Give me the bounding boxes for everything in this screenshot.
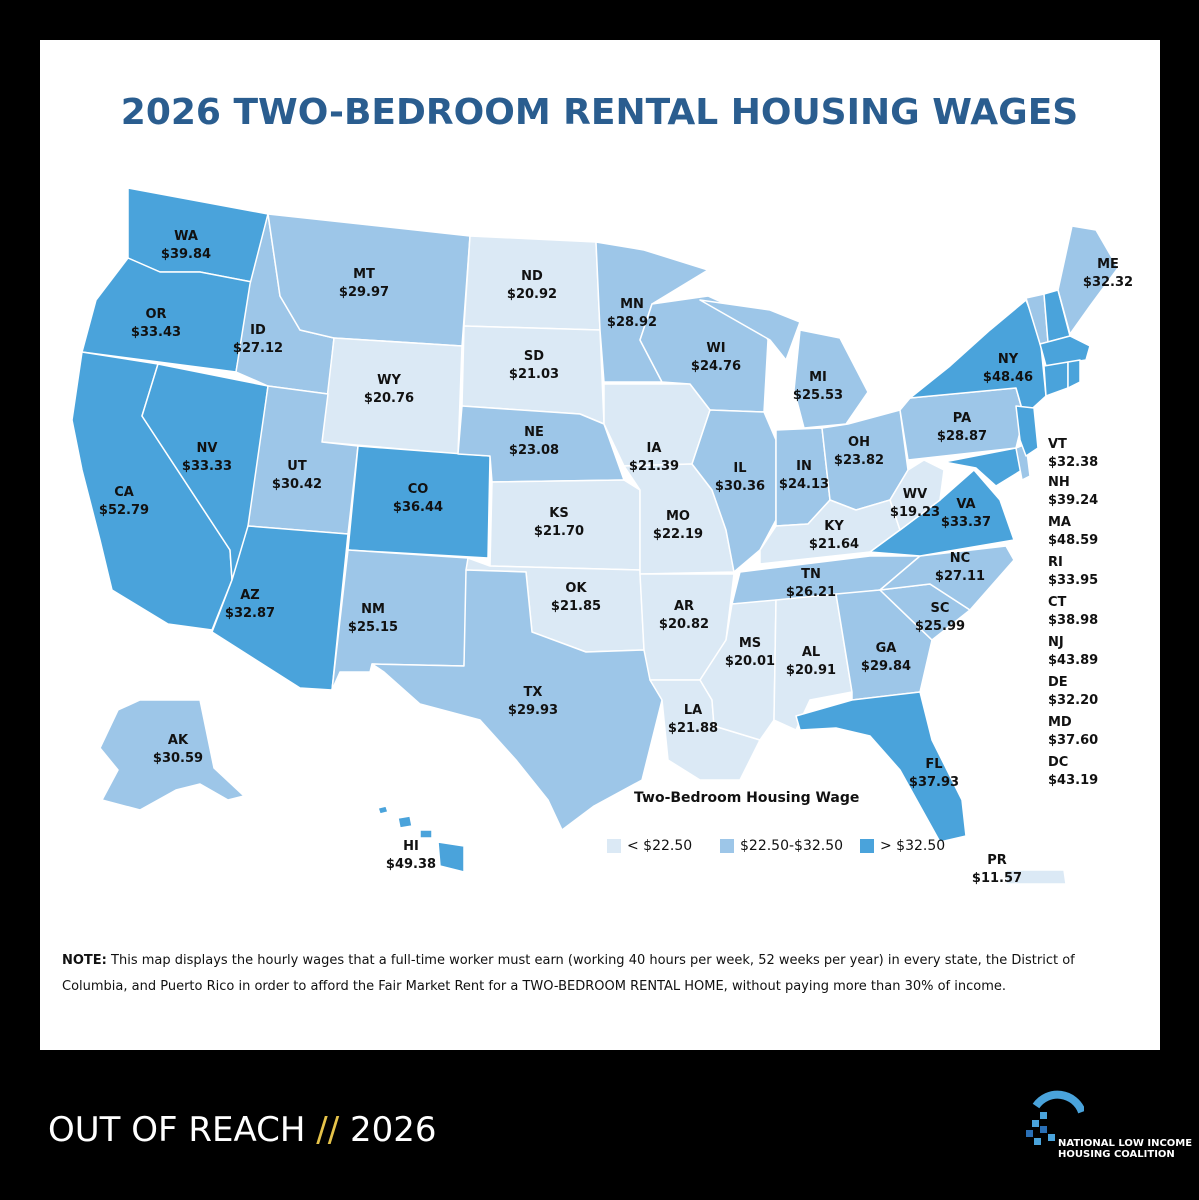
state-CO <box>347 445 491 559</box>
state-AK <box>99 699 245 811</box>
label-AK: AK $30.59 <box>152 733 204 766</box>
footer-title: OUT OF REACH // 2026 <box>48 1110 437 1150</box>
label-MI: MI $25.53 <box>792 370 844 403</box>
label-NC: NC $27.11 <box>934 551 986 584</box>
label-WI: WI $24.76 <box>690 341 742 374</box>
state-RI <box>1067 359 1081 389</box>
footer-year: 2026 <box>349 1110 437 1150</box>
label-UT: UT $30.42 <box>271 459 323 492</box>
state-AZ <box>211 525 349 691</box>
state-IL <box>691 409 777 573</box>
label-GA: GA $29.84 <box>860 641 912 674</box>
label-WV: WV $19.23 <box>889 487 941 520</box>
label-AR: AR $20.82 <box>658 599 710 632</box>
legend-item-low: < $22.50 <box>607 838 692 854</box>
label-NY: NY $48.46 <box>982 352 1034 385</box>
label-MN: MN $28.92 <box>606 297 658 330</box>
state-HI <box>377 805 465 873</box>
label-OR: OR $33.43 <box>130 307 182 340</box>
label-VA: VA $33.37 <box>940 497 992 530</box>
state-FL <box>795 691 967 843</box>
note-label: NOTE: <box>62 953 107 968</box>
map-title: 2026 TWO-BEDROOM RENTAL HOUSING WAGES <box>120 92 1079 133</box>
footer-left: OUT OF REACH <box>48 1110 306 1150</box>
legend-label-high: > $32.50 <box>880 838 946 854</box>
legend-swatch-low <box>607 839 621 853</box>
label-SD: SD $21.03 <box>508 349 560 382</box>
legend-title: Two-Bedroom Housing Wage <box>634 790 860 806</box>
label-IN: IN $24.13 <box>778 459 830 492</box>
state-CT <box>1043 361 1069 397</box>
legend-swatch-high <box>860 839 874 853</box>
state-TX <box>371 569 663 831</box>
label-WA: WA $39.84 <box>160 229 212 262</box>
label-NM: NM $25.15 <box>347 602 399 635</box>
state-MA <box>1039 335 1091 367</box>
label-MD: MD $37.60 <box>1048 715 1099 748</box>
legend-label-low: < $22.50 <box>627 838 693 854</box>
label-VT: VT $32.38 <box>1048 437 1099 470</box>
label-OH: OH $23.82 <box>833 435 885 468</box>
legend-swatch-mid <box>720 839 734 853</box>
label-CA: CA $52.79 <box>98 485 150 518</box>
label-ND: ND $20.92 <box>506 269 558 302</box>
label-IA: IA $21.39 <box>628 441 680 474</box>
label-TX: TX $29.93 <box>507 685 559 718</box>
label-DC: DC $43.19 <box>1048 755 1099 788</box>
label-MT: MT $29.97 <box>338 267 390 300</box>
label-DE: DE $32.20 <box>1048 675 1099 708</box>
label-NH: NH $39.24 <box>1048 475 1099 508</box>
label-CT: CT $38.98 <box>1048 595 1099 628</box>
legend-item-high: > $32.50 <box>860 838 945 854</box>
label-PA: PA $28.87 <box>936 411 988 444</box>
label-FL: FL $37.93 <box>908 757 960 790</box>
state-ME <box>1057 225 1119 335</box>
label-TN: TN $26.21 <box>785 567 837 600</box>
label-IL: IL $30.36 <box>714 461 766 494</box>
label-OK: OK $21.85 <box>550 581 602 614</box>
nlihc-logo-icon <box>1026 1090 1084 1145</box>
label-RI: RI $33.95 <box>1048 555 1099 588</box>
label-MA: MA $48.59 <box>1048 515 1099 548</box>
label-AL: AL $20.91 <box>785 645 837 678</box>
note: NOTE: This map displays the hourly wages… <box>62 948 1137 1000</box>
state-MD <box>943 447 1023 487</box>
state-PR <box>1005 869 1067 885</box>
label-PR: PR $11.57 <box>971 853 1023 886</box>
label-ME: ME $32.32 <box>1082 257 1134 290</box>
label-NJ: NJ $43.89 <box>1048 635 1099 668</box>
org-name: NATIONAL LOW INCOME HOUSING COALITION <box>1058 1138 1193 1160</box>
label-NE: NE $23.08 <box>508 425 560 458</box>
label-KS: KS $21.70 <box>533 506 585 539</box>
note-text: This map displays the hourly wages that … <box>62 953 1075 994</box>
state-MS <box>699 599 777 741</box>
state-WV <box>889 459 945 531</box>
label-LA: LA $21.88 <box>667 703 719 736</box>
label-KY: KY $21.64 <box>808 519 860 552</box>
legend-label-mid: $22.50-$32.50 <box>740 838 844 854</box>
label-ID: ID $27.12 <box>232 323 284 356</box>
label-HI: HI $49.38 <box>385 839 437 872</box>
label-AZ: AZ $32.87 <box>224 588 276 621</box>
label-SC: SC $25.99 <box>914 601 966 634</box>
footer-separator: // <box>316 1110 340 1150</box>
label-WY: WY $20.76 <box>363 373 415 406</box>
label-NV: NV $33.33 <box>181 441 233 474</box>
state-NJ <box>1015 405 1039 457</box>
legend-item-mid: $22.50-$32.50 <box>720 838 843 854</box>
label-MS: MS $20.01 <box>724 636 776 669</box>
label-MO: MO $22.19 <box>652 509 704 542</box>
label-CO: CO $36.44 <box>392 482 444 515</box>
